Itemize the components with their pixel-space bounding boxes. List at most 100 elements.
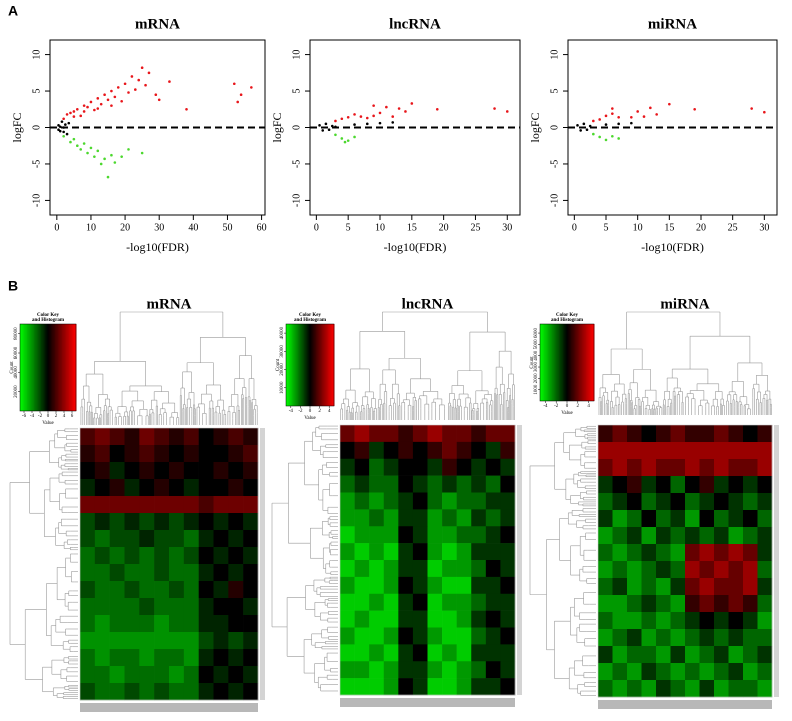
heatmap-cell (398, 543, 414, 561)
color-key-strip (581, 324, 584, 401)
heatmap-cell (627, 561, 642, 579)
heatmap-cell (340, 441, 355, 460)
heatmap-cell (598, 578, 613, 596)
heatmap-cell (728, 442, 744, 460)
point (137, 78, 141, 82)
color-key-xlabel: Value (304, 416, 316, 421)
color-key-strip (36, 324, 39, 411)
color-key-strip (21, 324, 24, 411)
point (106, 175, 110, 179)
point (353, 123, 356, 126)
color-key-strip (322, 324, 324, 406)
color-key-strip (29, 324, 32, 411)
x-tick-label: 0 (314, 222, 319, 233)
heatmap-cell (757, 510, 773, 528)
color-key-strip (569, 324, 572, 401)
heatmap-cell (427, 593, 443, 611)
color-key-strip (71, 324, 74, 411)
point (642, 115, 646, 118)
point (232, 82, 236, 86)
heatmap-cell (670, 425, 686, 443)
heatmap-cell (154, 547, 170, 565)
heatmap-cell (743, 646, 758, 664)
color-key-strip (330, 324, 333, 406)
color-key-strip (28, 324, 31, 411)
heatmap-cell (670, 578, 686, 596)
heatmap-cell (757, 578, 773, 596)
point (340, 137, 344, 140)
heatmap-cell (213, 564, 229, 582)
heatmap-cell (369, 441, 385, 460)
point (72, 115, 76, 118)
color-key-strip (292, 324, 294, 406)
color-key-strip (572, 324, 575, 401)
heatmap-cell (80, 598, 96, 616)
point (140, 151, 144, 155)
heatmap-cell (124, 649, 140, 667)
x-tick-label: 60 (257, 222, 267, 233)
heatmap-cell (169, 513, 185, 531)
heatmap-cell (412, 441, 428, 460)
row-labels (260, 428, 265, 700)
y-tick-label: 10 (31, 50, 42, 60)
heatmap-cell (456, 610, 472, 628)
heatmap-cell (228, 598, 244, 616)
point (359, 115, 363, 118)
point (343, 140, 347, 144)
heatmap-cell (198, 462, 214, 480)
heatmap-cell (169, 649, 185, 667)
heatmap-cell (627, 595, 642, 613)
heatmap-cell (670, 646, 686, 664)
heatmap-cell (656, 493, 671, 511)
point (236, 100, 239, 104)
color-key-strip (31, 324, 34, 411)
heatmap-cell (641, 646, 657, 664)
heatmap-cell (685, 493, 700, 511)
heatmap-cell (456, 526, 472, 544)
heatmap-cell (656, 459, 671, 477)
heatmap-cell (412, 661, 428, 679)
color-key-xlabel: Value (561, 411, 573, 416)
heatmap-cell (699, 527, 715, 545)
point (99, 162, 103, 166)
heatmap-cell (656, 646, 671, 664)
heatmap-cell (94, 683, 110, 701)
heatmap-cell (728, 561, 744, 579)
heatmap-cell (340, 509, 355, 527)
heatmap-cell (340, 627, 355, 645)
y-tick-label: 0 (291, 125, 302, 130)
heatmap-cell (656, 680, 671, 698)
color-key-strip (62, 324, 64, 411)
heatmap-cell (699, 646, 715, 664)
color-key-strip (35, 324, 38, 411)
heatmap-cell (183, 479, 199, 497)
heatmap-cell (228, 462, 244, 480)
heatmap-cell (340, 593, 355, 611)
color-key-strip (326, 324, 329, 406)
heatmap-cell (442, 526, 457, 544)
heatmap-cell (198, 530, 214, 548)
heatmap-cell (641, 663, 657, 681)
color-key-strip (43, 324, 46, 411)
heatmap-cell (699, 595, 715, 613)
heatmap-cell (183, 683, 199, 701)
color-key-strip (70, 324, 73, 411)
color-key-strip (568, 324, 571, 401)
y-tick-label: 10 (549, 50, 560, 60)
heatmap-cell (685, 510, 700, 528)
heatmap-cell (612, 646, 628, 664)
panel-label: B (8, 278, 18, 294)
color-key-strip (553, 324, 556, 401)
heatmap-cell (641, 510, 657, 528)
color-key-strip (300, 324, 303, 406)
heatmap-cell (743, 493, 758, 511)
point (82, 110, 86, 113)
heatmap-cell (80, 428, 96, 446)
heatmap-cell (656, 629, 671, 647)
color-key-strip (42, 324, 45, 411)
heatmap-cell (183, 649, 199, 667)
heatmap-cell (94, 445, 110, 463)
heatmap-cell (94, 564, 110, 582)
heatmap-cell (627, 527, 642, 545)
heatmap-cell (354, 475, 370, 493)
